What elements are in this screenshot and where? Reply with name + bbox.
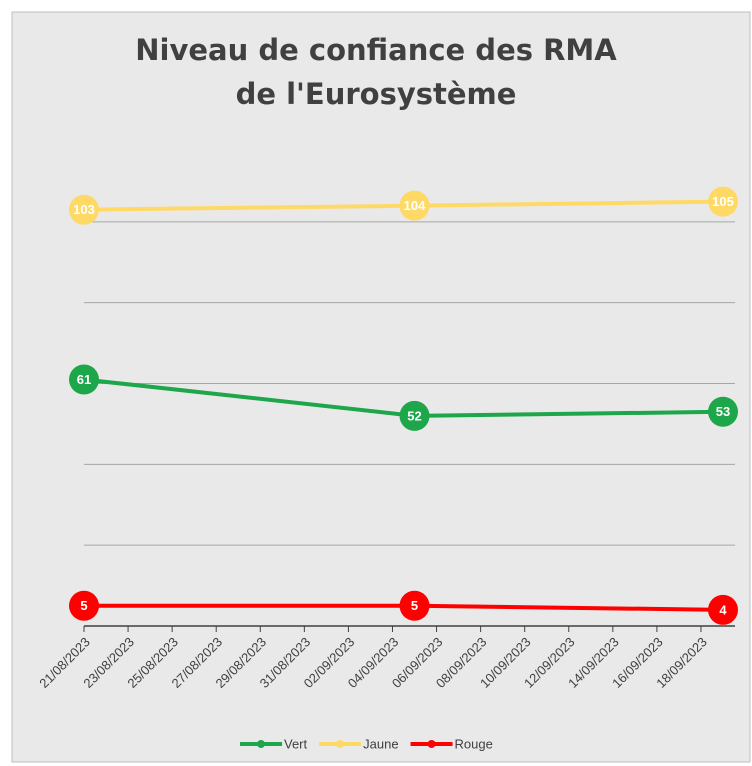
data-point <box>708 396 738 427</box>
data-label: 105 <box>712 194 734 209</box>
legend-marker <box>336 740 345 748</box>
legend-label: Jaune <box>363 736 398 751</box>
data-label: 103 <box>73 202 95 217</box>
data-label: 61 <box>77 372 91 387</box>
data-label: 104 <box>404 198 426 213</box>
data-label: 4 <box>719 602 727 617</box>
legend-label: Rouge <box>455 736 493 751</box>
data-point <box>708 186 738 217</box>
data-label: 53 <box>716 404 730 419</box>
legend-marker <box>427 740 436 748</box>
data-label: 5 <box>80 598 87 613</box>
data-point <box>399 400 430 431</box>
data-point <box>69 590 99 621</box>
data-label: 52 <box>407 408 421 423</box>
data-point <box>708 594 738 625</box>
chart-title: Niveau de confiance des RMA de l'Eurosys… <box>135 33 617 111</box>
data-point <box>69 364 99 395</box>
legend-marker <box>257 740 265 748</box>
data-point <box>399 190 430 221</box>
legend-label: Vert <box>284 736 308 751</box>
data-label: 5 <box>411 598 418 613</box>
data-point <box>399 590 430 621</box>
data-point <box>69 194 99 225</box>
